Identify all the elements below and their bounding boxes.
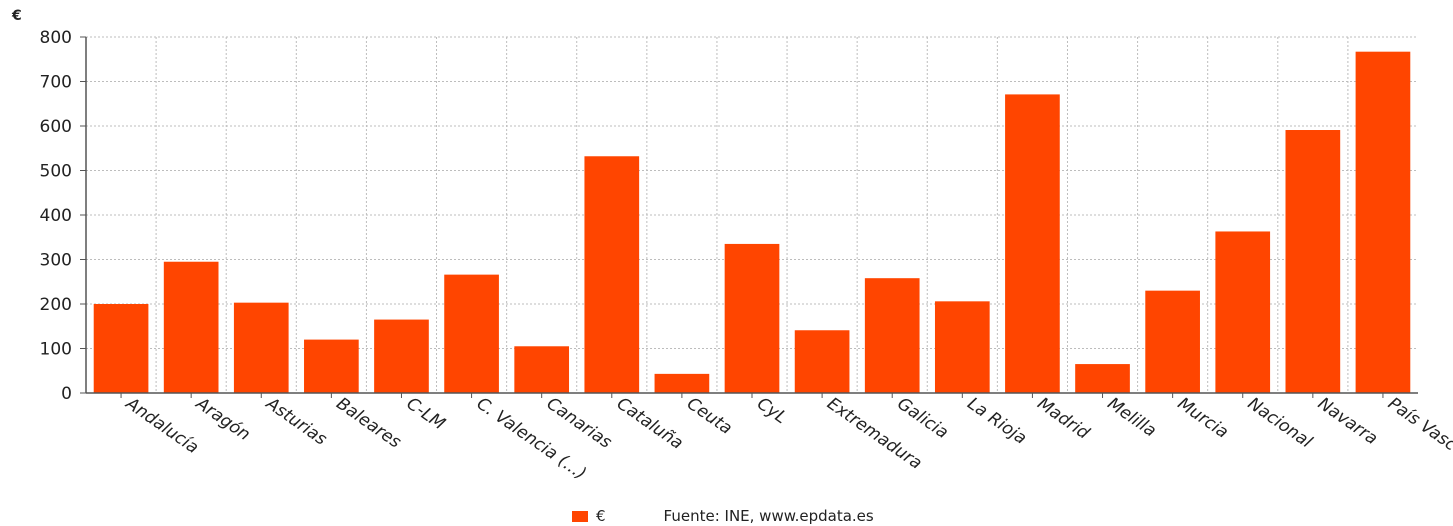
x-tick-label: Melilla <box>1104 394 1160 442</box>
y-tick-label: 300 <box>40 251 72 271</box>
y-tick-label: 200 <box>40 295 72 315</box>
bar <box>1145 290 1200 393</box>
source-note: Fuente: INE, www.epdata.es <box>663 507 874 525</box>
bar <box>864 278 920 393</box>
x-tick-label: Nacional <box>1244 394 1316 453</box>
x-tick-label: Galicia <box>893 394 952 443</box>
y-axis-unit-label: € <box>11 8 22 24</box>
x-tick-label: Andalucía <box>121 393 202 458</box>
x-tick-label: País Vasco <box>1384 394 1453 462</box>
bar <box>514 346 570 393</box>
y-tick-label: 600 <box>40 117 72 137</box>
bar <box>584 156 640 393</box>
bar <box>1285 130 1341 393</box>
y-tick-label: 400 <box>40 206 72 226</box>
x-tick-label: Asturias <box>262 393 331 450</box>
bar <box>654 373 710 393</box>
y-tick-label: 0 <box>61 384 72 404</box>
x-tick-label: Aragón <box>191 393 253 445</box>
x-tick-label: Cataluña <box>613 394 687 454</box>
x-tick-label: CyL <box>753 394 790 428</box>
bar <box>1355 51 1411 394</box>
bar <box>1075 364 1130 393</box>
y-tick-label: 700 <box>40 73 72 93</box>
gridlines <box>86 36 1418 393</box>
bar-chart: € 0 100 200 300 400 500 600 700 800 AndalucíaAra… <box>11 8 1453 484</box>
x-tick-label: La Rioja <box>963 394 1030 449</box>
bars <box>93 51 1411 394</box>
x-tick-label: Madrid <box>1034 394 1093 444</box>
bar <box>934 301 990 393</box>
legend-series-name: € <box>596 507 606 525</box>
bar <box>233 302 289 393</box>
legend-swatch <box>572 510 588 522</box>
bar <box>724 243 780 393</box>
x-tick-label: C-LM <box>403 394 449 435</box>
x-tick-label: Navarra <box>1314 394 1381 449</box>
bar <box>794 330 850 393</box>
x-tick-label: Ceuta <box>683 394 736 439</box>
bar <box>304 339 359 393</box>
legend: € Fuente: INE, www.epdata.es <box>572 506 874 526</box>
bar <box>444 274 499 393</box>
y-tick-label: 100 <box>40 340 72 360</box>
x-tick-label: Murcia <box>1174 394 1232 443</box>
y-tick-label: 800 <box>40 28 72 48</box>
bar <box>1005 94 1060 393</box>
bar <box>163 261 219 393</box>
bar <box>93 304 149 393</box>
bar <box>1215 231 1271 393</box>
y-tick-label: 500 <box>40 162 72 182</box>
bar <box>374 319 429 393</box>
x-tick-label: Baleares <box>333 394 405 453</box>
y-axis-ticks: 0 100 200 300 400 500 600 700 800 <box>40 28 86 404</box>
